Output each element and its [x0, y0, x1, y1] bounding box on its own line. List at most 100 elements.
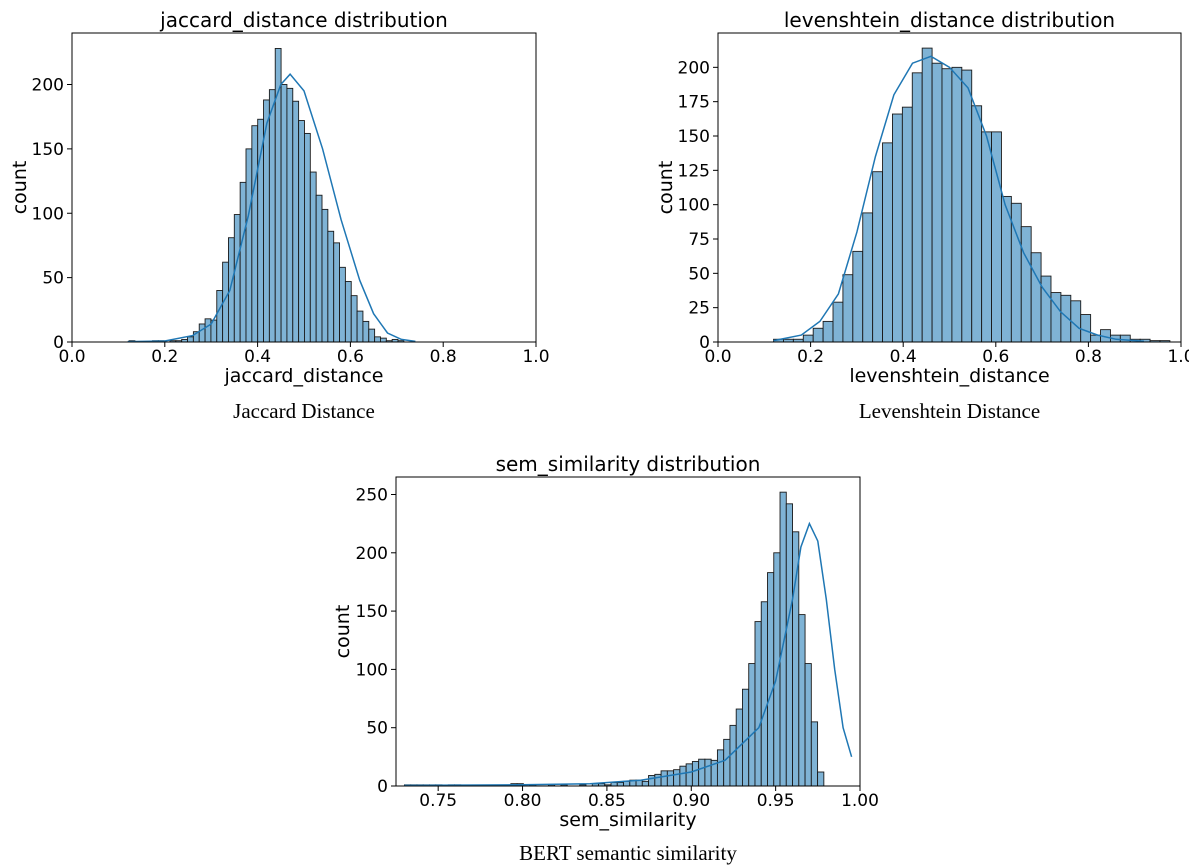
y-tick-label: 50 [688, 264, 710, 284]
histogram-bar [327, 230, 335, 343]
kde-curve [127, 73, 416, 343]
x-tick-label: 0.8 [430, 347, 457, 367]
histogram-bar [802, 334, 814, 343]
histogram-bar [921, 47, 933, 343]
histogram-bar [339, 266, 346, 343]
histogram-bar [251, 125, 259, 343]
figure-caption: Jaccard Distance [233, 399, 375, 423]
x-tick-label: 0.85 [588, 791, 626, 811]
y-tick-label: 175 [678, 93, 710, 113]
histogram-bar [374, 336, 381, 343]
chart-title: levenshtein_distance distribution [784, 8, 1115, 32]
histogram-bar [204, 318, 212, 343]
histogram-bar [804, 663, 812, 787]
histogram-bar [767, 572, 775, 787]
histogram-bar [350, 295, 358, 343]
histogram-bar [315, 194, 323, 343]
x-tick-label: 0.80 [504, 791, 542, 811]
y-tick-label: 50 [366, 719, 388, 739]
y-tick-label: 150 [356, 602, 388, 622]
histogram-bar [748, 663, 756, 787]
histogram-bar [1080, 314, 1092, 343]
y-tick-label: 0 [699, 333, 710, 353]
histogram-bar [239, 181, 247, 343]
histogram-bar [822, 320, 834, 343]
histogram-bar [610, 782, 618, 787]
histogram-bar [368, 328, 376, 343]
x-tick-label: 0.0 [58, 347, 85, 367]
histogram-bar [1040, 275, 1052, 343]
histogram-bar [842, 274, 854, 343]
x-tick-label: 1.00 [841, 791, 879, 811]
histogram-bar [245, 148, 253, 343]
histogram-bar [344, 281, 352, 343]
x-tick-label: 0.4 [890, 347, 917, 367]
histogram-bar [333, 242, 340, 343]
histogram-bar [1030, 252, 1042, 343]
histogram-bar [691, 761, 700, 787]
y-tick-label: 150 [32, 140, 64, 160]
y-axis-label: count [9, 161, 31, 215]
chart-title: jaccard_distance distribution [159, 8, 448, 32]
histogram-bar [216, 290, 224, 343]
histogram-bar [991, 131, 1002, 343]
chart-panel-1: 0.0 0.2 0.4 0.6 0.8 1.0 0 50 100 150 200 jaccard_di… [9, 8, 550, 423]
chart-panel-3: 0.75 0.80 0.85 0.90 0.95 1.00 0 50 100 150 200 250 s… [332, 452, 879, 865]
y-tick-label: 25 [688, 299, 710, 319]
x-tick-label: 0.0 [704, 347, 731, 367]
histogram-bar [286, 87, 294, 343]
histogram-bar [852, 250, 864, 343]
histogram-bar [832, 301, 844, 343]
histogram-bar [812, 327, 824, 343]
x-tick-label: 1.0 [1167, 347, 1189, 367]
histogram-bar [716, 749, 725, 787]
chart-panel-2: 0.0 0.2 0.4 0.6 0.8 1.0 0 25 50 75 100 125 150 175 200… [655, 8, 1189, 423]
histogram-bar [704, 758, 712, 787]
x-tick-label: 1.0 [522, 347, 549, 367]
x-axis-label: sem_similarity [559, 809, 696, 831]
histogram-bar [666, 770, 675, 787]
histogram-bar [356, 310, 364, 343]
kde-curve [773, 55, 1145, 343]
histogram-bar [785, 503, 793, 787]
histogram-bar [971, 105, 983, 343]
kde-curve [404, 521, 853, 787]
histogram-bar [673, 769, 681, 787]
histogram-bar [380, 337, 387, 343]
y-tick-label: 0 [53, 333, 64, 353]
y-tick-label: 50 [42, 269, 64, 289]
plot-frame [71, 32, 537, 343]
histogram-bar [233, 214, 241, 343]
plot-frame [395, 476, 861, 787]
histogram-bar [280, 84, 288, 343]
histogram-bar [268, 89, 276, 343]
histogram-bar [729, 724, 737, 787]
histogram-bar [760, 601, 768, 787]
histogram-bar [660, 770, 668, 787]
histogram-bar [735, 708, 743, 787]
y-tick-label: 100 [356, 660, 388, 680]
y-tick-label: 200 [678, 58, 710, 78]
histogram-bar [754, 621, 762, 787]
histogram-bar [882, 142, 893, 343]
histogram-bar [309, 171, 317, 343]
x-tick-label: 0.6 [982, 347, 1009, 367]
y-axis-label: count [332, 605, 354, 659]
plot-frame [717, 32, 1182, 343]
histogram-bar [779, 491, 787, 787]
histogram-bar [798, 614, 806, 787]
histogram-bar [641, 780, 650, 787]
histogram-bar [773, 552, 781, 787]
histogram-bar [961, 69, 973, 343]
histogram-bar [679, 765, 687, 787]
histogram-bar [981, 131, 992, 343]
histogram-bar [931, 62, 943, 343]
histogram-bar [292, 100, 300, 343]
histogram-bar [654, 773, 662, 787]
histogram-bar [951, 66, 963, 343]
histogram-bar [817, 771, 825, 787]
x-tick-label: 0.2 [151, 347, 178, 367]
y-tick-label: 200 [356, 544, 388, 564]
y-tick-label: 200 [32, 76, 64, 96]
